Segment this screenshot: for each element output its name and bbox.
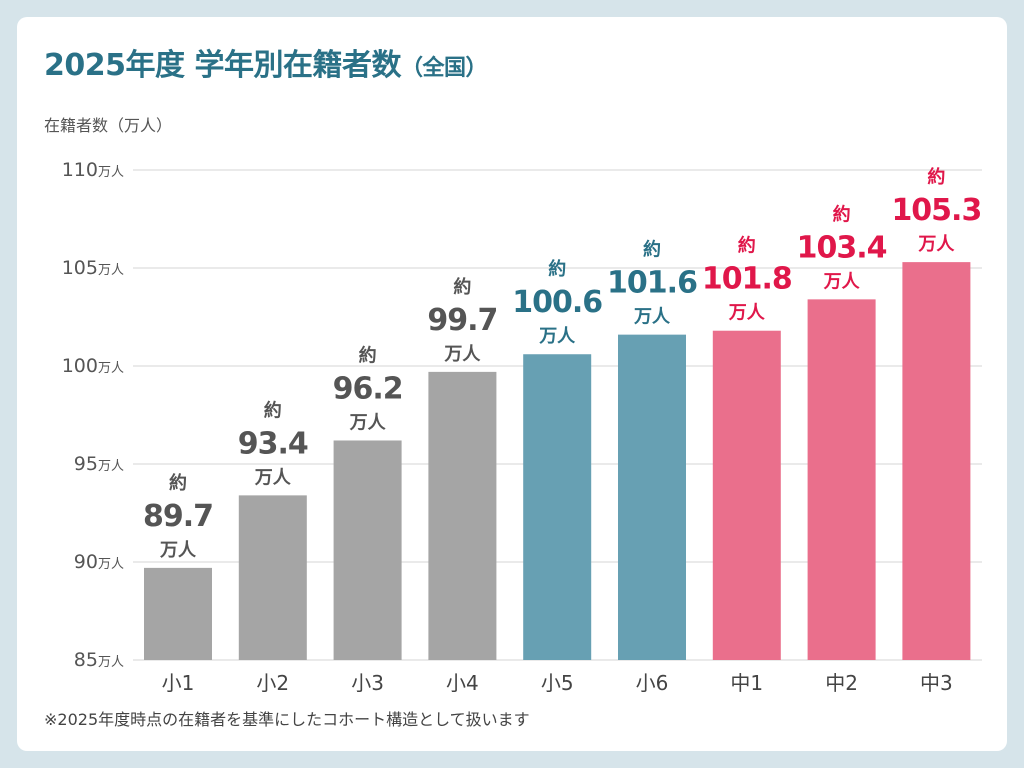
data-label-unit: 万人 xyxy=(538,326,576,347)
x-tick-label: 中2 xyxy=(825,671,858,695)
data-label-unit: 万人 xyxy=(254,467,292,488)
bar-小1 xyxy=(144,567,212,660)
bar-小3 xyxy=(333,440,402,660)
bar-中1 xyxy=(712,330,781,660)
y-tick-label: 105万人 xyxy=(62,257,124,279)
data-label-prefix: 約 xyxy=(643,239,661,261)
data-label-unit: 万人 xyxy=(633,307,671,328)
data-label-value: 101.8 xyxy=(702,262,792,297)
data-label-prefix: 約 xyxy=(453,276,471,298)
title-suffix: （全国） xyxy=(400,56,488,81)
data-label-prefix: 約 xyxy=(548,258,566,280)
bar-小6 xyxy=(618,334,686,660)
data-label-value: 105.3 xyxy=(891,193,981,228)
data-label-value: 100.6 xyxy=(512,285,602,320)
page-title: 2025年度 学年別在籍者数（全国） xyxy=(44,40,487,84)
data-label-prefix: 約 xyxy=(169,472,187,494)
x-tick-label: 中1 xyxy=(730,671,763,695)
y-tick-label: 90万人 xyxy=(74,551,124,573)
x-tick-label: 小3 xyxy=(351,671,384,695)
data-label-value: 89.7 xyxy=(143,499,213,534)
data-label-prefix: 約 xyxy=(833,203,851,225)
bar-小2 xyxy=(238,495,307,660)
data-label-unit: 万人 xyxy=(159,540,197,561)
data-label-unit: 万人 xyxy=(349,412,387,433)
data-label-prefix: 約 xyxy=(927,166,945,188)
data-label-prefix: 約 xyxy=(359,344,377,366)
y-tick-label: 85万人 xyxy=(74,649,124,671)
y-tick-label: 110万人 xyxy=(62,159,124,181)
x-tick-label: 中3 xyxy=(920,671,953,695)
data-label-prefix: 約 xyxy=(738,235,756,257)
bar-小5 xyxy=(523,354,592,660)
footnote: ※2025年度時点の在籍者を基準にしたコホート構造として扱います xyxy=(44,710,530,729)
data-label-value: 96.2 xyxy=(333,371,403,406)
x-tick-label: 小6 xyxy=(636,671,669,695)
data-label-value: 99.7 xyxy=(427,303,497,338)
data-label-value: 93.4 xyxy=(238,426,308,461)
bar-中2 xyxy=(807,299,876,660)
y-tick-label: 95万人 xyxy=(74,453,124,475)
x-tick-label: 小2 xyxy=(256,671,289,695)
data-label-unit: 万人 xyxy=(823,271,861,292)
data-label-unit: 万人 xyxy=(917,234,955,255)
data-label-value: 101.6 xyxy=(607,266,697,301)
data-label-unit: 万人 xyxy=(443,344,481,365)
x-tick-label: 小1 xyxy=(162,671,195,695)
data-label-unit: 万人 xyxy=(728,303,766,324)
x-tick-label: 小5 xyxy=(541,671,574,695)
title-main: 2025年度 学年別在籍者数 xyxy=(44,48,401,83)
data-label-prefix: 約 xyxy=(264,399,282,421)
x-tick-label: 小4 xyxy=(446,671,479,695)
bar-小4 xyxy=(428,371,497,660)
data-label-value: 103.4 xyxy=(797,230,887,265)
bar-中3 xyxy=(902,262,971,660)
y-axis-label: 在籍者数（万人） xyxy=(44,116,173,135)
y-tick-label: 100万人 xyxy=(62,355,124,377)
